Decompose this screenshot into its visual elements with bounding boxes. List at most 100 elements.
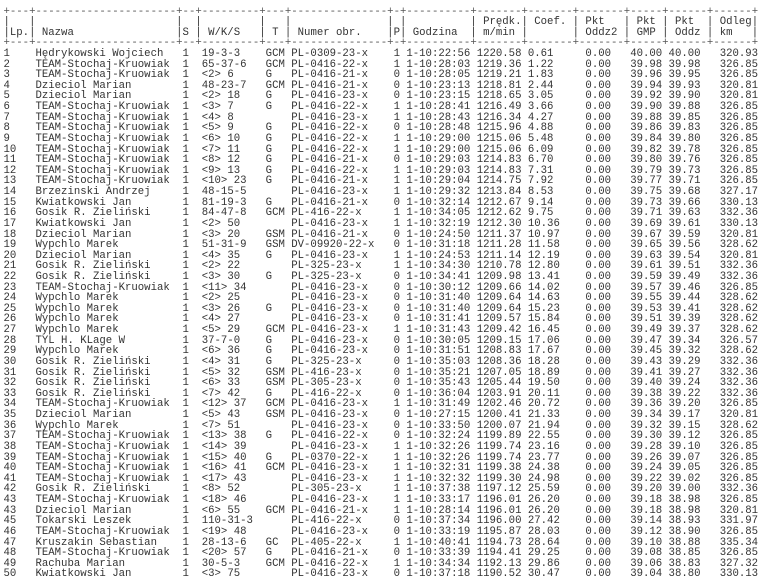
cell-predkosc: 1214.75	[476, 175, 522, 188]
cell-predkosc: 1199.30	[476, 472, 522, 485]
cell-numer-obr: PL-0309-23-x	[291, 47, 368, 60]
cell-odleg: 320.81	[719, 79, 759, 92]
cell-coef: 3.05	[527, 90, 554, 103]
cell-godzina: 1-10:23:15	[406, 90, 471, 103]
cell-predkosc: 1194.41	[476, 547, 522, 560]
cell-coef: 12.19	[527, 249, 560, 262]
cell-p: 0	[393, 430, 400, 443]
cell-odleg: 326.85	[719, 143, 759, 156]
cell-numer-obr: PL-0416-22-x	[291, 132, 368, 145]
cell-lp: 26	[3, 313, 17, 326]
cell-lp: 6	[3, 101, 10, 114]
cell-s: 1	[182, 58, 189, 71]
table-row: 9 TEAM-Stochaj-Kruowiak 1 <6> 10 G PL-0416-22…	[4, 134, 759, 145]
cell-p: 0	[393, 122, 400, 135]
cell-t: G	[265, 69, 273, 82]
cell-s: 1	[182, 313, 189, 326]
cell-godzina: 1-10:27:15	[406, 409, 471, 422]
cell-pkt-oddz: 39.78	[668, 143, 701, 156]
cell-odleg: 326.85	[719, 494, 759, 507]
cell-pkt-oddz2: 0.00	[585, 260, 612, 273]
cell-coef: 30.47	[527, 568, 560, 580]
cell-godzina: 1-10:31:41	[406, 313, 471, 326]
cell-godzina: 1-10:33:39	[406, 547, 471, 560]
cell-wks: 81-19-3	[201, 196, 247, 209]
cell-numer-obr: PL-0370-22-x	[291, 451, 368, 464]
cell-s: 1	[182, 494, 189, 507]
cell-wks: <2> 25	[201, 292, 241, 305]
cell-nazwa: Dzieciol Marian	[35, 409, 132, 422]
column-header-pkt-oddz2: Pkt	[585, 16, 605, 29]
cell-numer-obr: PL-325-23-x	[291, 260, 362, 273]
cell-lp: 50	[3, 568, 17, 580]
cell-wks: <9> 13	[201, 164, 241, 177]
cell-coef: 17.06	[527, 334, 560, 347]
cell-pkt-gmp: 39.67	[630, 228, 663, 241]
column-divider: |	[176, 16, 183, 29]
cell-predkosc: 1208.83	[476, 345, 522, 358]
cell-coef: 23.77	[527, 451, 560, 464]
cell-wks: <17> 43	[201, 472, 247, 485]
cell-pkt-gmp: 39.06	[630, 557, 663, 570]
cell-coef: 20.72	[527, 398, 560, 411]
cell-pkt-oddz: 39.51	[668, 260, 701, 273]
cell-lp: 7	[3, 111, 10, 124]
table-row: 43 TEAM-Stochaj-Kruowiak 1 <18> 46 PL-0416-2…	[4, 495, 759, 506]
cell-wks: <7> 42	[201, 387, 241, 400]
cell-godzina: 1-10:32:26	[406, 440, 471, 453]
cell-p: 0	[393, 355, 400, 368]
cell-pkt-oddz2: 0.00	[585, 186, 612, 199]
cell-s: 1	[182, 387, 189, 400]
cell-s: 1	[182, 430, 189, 443]
cell-lp: 1	[3, 47, 10, 60]
cell-coef: 13.41	[527, 271, 560, 283]
cell-predkosc: 1216.49	[476, 101, 522, 114]
cell-p: 0	[393, 154, 400, 167]
cell-p: 1	[393, 440, 400, 453]
cell-p: 1	[393, 207, 400, 220]
cell-lp: 43	[3, 494, 17, 507]
cell-t: GCM	[265, 398, 285, 411]
cell-coef: 15.23	[527, 302, 560, 315]
cell-odleg: 331.97	[719, 515, 759, 528]
cell-nazwa: Wypchlo Marek	[35, 345, 119, 358]
cell-pkt-gmp: 39.32	[630, 419, 663, 432]
cell-pkt-oddz2: 0.00	[585, 483, 612, 496]
cell-lp: 29	[3, 345, 17, 358]
cell-coef: 2.44	[527, 79, 554, 92]
table-row: 27 Wypchlo Marek 1 <5> 29 GCM PL-0416-23-x 1 1-…	[4, 325, 759, 336]
cell-pkt-gmp: 39.28	[630, 440, 663, 453]
cell-godzina: 1-10:34:34	[406, 557, 471, 570]
table-row: 28 TYL H. KLage W 1 37-7-0 G PL-0416-23-x 0 1-1…	[4, 336, 759, 347]
cell-odleg: 332.36	[719, 207, 759, 220]
cell-predkosc: 1215.96	[476, 122, 522, 135]
cell-pkt-oddz: 38.90	[668, 525, 701, 538]
cell-s: 1	[182, 345, 189, 358]
cell-nazwa: TEAM-Stochaj-Kruowiak	[35, 440, 170, 453]
column-header-pkt-oddz2: Oddz2	[585, 26, 618, 39]
cell-godzina: 1-10:31:51	[406, 345, 471, 358]
cell-pkt-oddz2: 0.00	[585, 217, 612, 230]
cell-predkosc: 1209.64	[476, 302, 522, 315]
cell-godzina: 1-10:35:43	[406, 377, 471, 390]
cell-pkt-oddz: 39.37	[668, 324, 701, 337]
cell-godzina: 1-10:29:00	[406, 132, 471, 145]
cell-godzina: 1-10:37:34	[406, 515, 471, 528]
cell-s: 1	[182, 175, 189, 188]
cell-nazwa: Kwiatkowski Jan	[35, 568, 132, 580]
cell-godzina: 1-10:29:03	[406, 154, 471, 167]
cell-lp: 22	[3, 271, 17, 283]
cell-lp: 20	[3, 249, 17, 262]
cell-lp: 23	[3, 281, 17, 294]
cell-pkt-oddz: 39.93	[668, 79, 701, 92]
cell-predkosc: 1211.28	[476, 239, 522, 252]
cell-coef: 29.86	[527, 557, 560, 570]
cell-predkosc: 1200.41	[476, 409, 522, 422]
table-row: 48 TEAM-Stochaj-Kruowiak 1 <20> 57 G PL-0416-…	[4, 548, 759, 559]
cell-coef: 14.63	[527, 292, 560, 305]
cell-s: 1	[182, 90, 189, 103]
cell-pkt-gmp: 39.88	[630, 111, 663, 124]
cell-coef: 21.33	[527, 409, 560, 422]
cell-numer-obr: PL-0416-21-x	[291, 196, 368, 209]
cell-s: 1	[182, 143, 189, 156]
